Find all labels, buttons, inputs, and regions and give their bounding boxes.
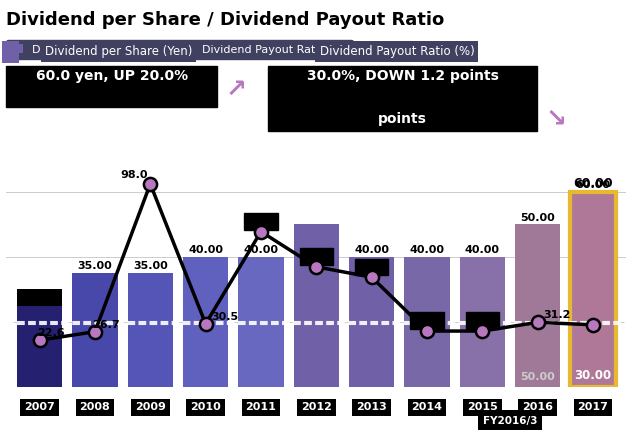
Bar bbox=[17, 289, 62, 306]
FancyBboxPatch shape bbox=[355, 258, 389, 275]
Text: 26.7: 26.7 bbox=[92, 319, 119, 330]
Point bbox=[311, 264, 321, 270]
Point bbox=[532, 319, 543, 326]
Text: 2016: 2016 bbox=[522, 402, 553, 412]
Text: 60.00: 60.00 bbox=[576, 180, 610, 190]
Bar bbox=[571, 192, 616, 387]
Text: 40.00: 40.00 bbox=[243, 245, 279, 255]
Text: 2010: 2010 bbox=[190, 402, 221, 412]
Text: ↘: ↘ bbox=[546, 107, 566, 131]
Text: 35.00: 35.00 bbox=[77, 261, 112, 271]
Point bbox=[422, 328, 432, 335]
FancyBboxPatch shape bbox=[244, 213, 277, 230]
Text: points: points bbox=[378, 112, 427, 126]
Bar bbox=[128, 273, 173, 387]
Text: FY2016/3: FY2016/3 bbox=[482, 416, 537, 426]
Point bbox=[145, 181, 155, 187]
FancyBboxPatch shape bbox=[466, 313, 499, 329]
Text: 2013: 2013 bbox=[357, 402, 387, 412]
Text: 2011: 2011 bbox=[245, 402, 277, 412]
Point bbox=[367, 274, 377, 281]
Text: 30.5: 30.5 bbox=[211, 312, 238, 322]
Point bbox=[201, 320, 211, 327]
Text: 35.00: 35.00 bbox=[133, 261, 167, 271]
Text: 2007: 2007 bbox=[24, 402, 55, 412]
Text: 50.00: 50.00 bbox=[520, 212, 555, 223]
Text: 2017: 2017 bbox=[578, 402, 608, 412]
Text: 2015: 2015 bbox=[467, 402, 498, 412]
Text: 98.0: 98.0 bbox=[120, 170, 148, 180]
Point bbox=[588, 321, 598, 328]
Text: Dividend per Share / Dividend Payout Ratio: Dividend per Share / Dividend Payout Rat… bbox=[6, 11, 445, 29]
Text: 30.00: 30.00 bbox=[574, 369, 612, 382]
FancyBboxPatch shape bbox=[268, 66, 537, 131]
Point bbox=[256, 228, 266, 235]
Text: 40.00: 40.00 bbox=[465, 245, 500, 255]
Bar bbox=[515, 224, 560, 387]
Text: 40.00: 40.00 bbox=[354, 245, 389, 255]
Text: 2014: 2014 bbox=[412, 402, 442, 412]
FancyBboxPatch shape bbox=[300, 248, 333, 265]
Text: 2009: 2009 bbox=[135, 402, 166, 412]
Point bbox=[35, 337, 45, 344]
Legend: Dividend per Share (Yen), Dividend Payout Ratio (%): Dividend per Share (Yen), Dividend Payou… bbox=[6, 40, 353, 59]
Text: 60.0 yen, UP 20.0%: 60.0 yen, UP 20.0% bbox=[36, 69, 188, 83]
Point bbox=[477, 328, 488, 335]
Bar bbox=[404, 257, 450, 387]
Text: 2008: 2008 bbox=[80, 402, 111, 412]
Text: 60.00: 60.00 bbox=[573, 177, 613, 190]
Bar bbox=[183, 257, 228, 387]
Text: 50.00: 50.00 bbox=[520, 372, 555, 382]
Bar bbox=[459, 257, 505, 387]
Text: 40.00: 40.00 bbox=[188, 245, 223, 255]
Text: 30.0%, DOWN 1.2 points: 30.0%, DOWN 1.2 points bbox=[307, 69, 498, 83]
Text: 22.6: 22.6 bbox=[37, 328, 65, 338]
Bar bbox=[349, 257, 394, 387]
Bar bbox=[17, 289, 62, 387]
Text: Dividend Payout Ratio (%): Dividend Payout Ratio (%) bbox=[320, 45, 474, 58]
Bar bbox=[238, 257, 284, 387]
FancyBboxPatch shape bbox=[410, 313, 443, 329]
Bar bbox=[72, 273, 118, 387]
Text: 31.2: 31.2 bbox=[543, 310, 571, 320]
FancyBboxPatch shape bbox=[6, 66, 217, 107]
Bar bbox=[293, 224, 339, 387]
Text: 40.00: 40.00 bbox=[410, 245, 445, 255]
Text: ↗: ↗ bbox=[226, 78, 247, 102]
Point bbox=[90, 328, 100, 335]
Text: 2012: 2012 bbox=[301, 402, 332, 412]
Text: Dividend per Share (Yen): Dividend per Share (Yen) bbox=[45, 45, 192, 58]
